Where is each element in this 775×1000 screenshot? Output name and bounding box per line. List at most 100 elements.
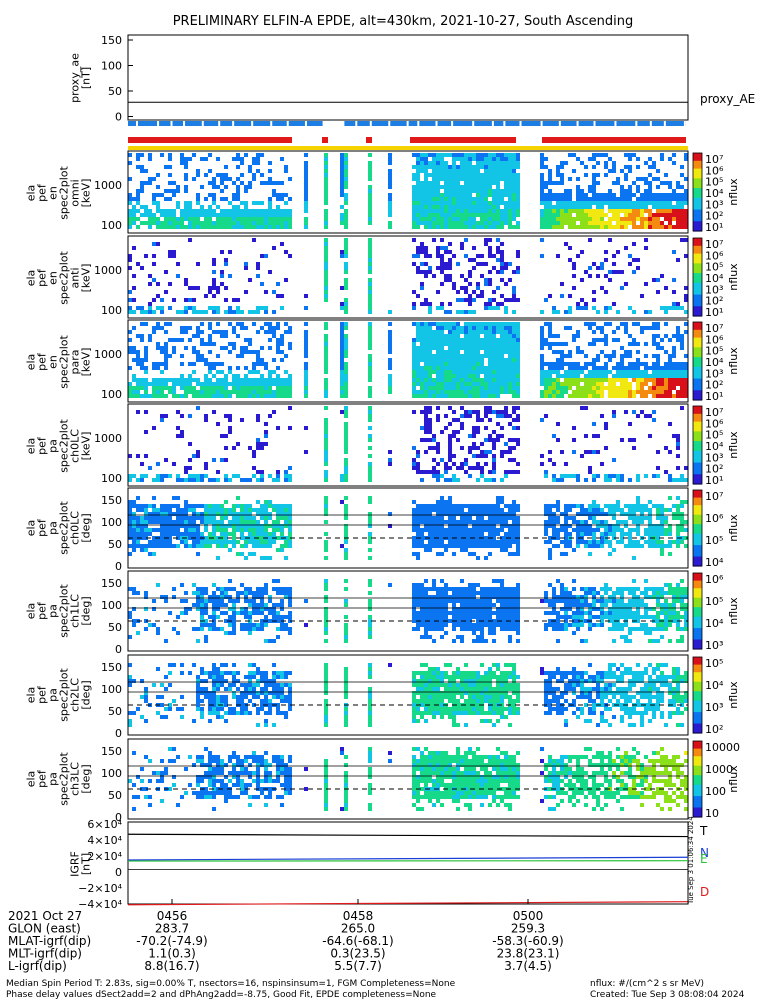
spec-panel-3-pixel <box>236 386 240 390</box>
spec-panel-1-pixel <box>444 213 448 217</box>
spec-panel-3-pixel <box>612 374 616 378</box>
spec-panel-4-pixel <box>468 450 472 454</box>
spec-panel-1-pixel <box>620 189 624 193</box>
pa-panel-1-pixel <box>496 540 500 544</box>
spec-panel-4-pixel <box>184 470 188 474</box>
spec-panel-2-pixel <box>608 306 612 310</box>
spec-panel-3-pixel <box>516 350 520 354</box>
spec-panel-1-pixel <box>456 201 460 205</box>
spec-panel-3-pixel <box>420 382 424 386</box>
spec-panel-1-pixel <box>604 153 608 157</box>
spec-panel-2-pixel <box>568 294 572 298</box>
spec-panel-2-pixel <box>324 250 328 254</box>
pa-panel-1-pixel <box>220 524 224 528</box>
spec-panel-4-pixel <box>488 410 492 414</box>
spec-panel-4-pixel <box>508 470 512 474</box>
pa-panel-1-pixel <box>204 544 208 548</box>
spec-panel-4-pixel <box>676 446 680 450</box>
spec-panel-2-pixel <box>584 306 588 310</box>
spec-panel-2-pixel <box>488 278 492 282</box>
spec-panel-1-pixel <box>388 201 392 205</box>
spec-panel-3-pixel <box>240 386 244 390</box>
spec-panel-2-colorbar-seg <box>693 310 702 313</box>
spec-panel-2-pixel <box>436 306 440 310</box>
pa-panel-1-pixel <box>488 544 492 548</box>
spec-panel-3-pixel <box>388 342 392 346</box>
spec-panel-1-pixel <box>472 153 476 157</box>
pa-panel-1-pixel <box>224 540 228 544</box>
pa-panel-1-pixel <box>588 508 592 512</box>
spec-panel-3-pixel <box>612 382 616 386</box>
spec-panel-1-pixel <box>388 221 392 225</box>
pa-panel-1-pixel <box>416 556 420 560</box>
spec-panel-3-pixel <box>156 342 160 346</box>
spec-panel-1-pixel <box>460 157 464 161</box>
spec-panel-1-pixel <box>480 161 484 165</box>
spec-panel-1-pixel <box>560 177 564 181</box>
spec-panel-3-pixel <box>448 342 452 346</box>
spec-panel-4-pixel <box>436 406 440 410</box>
spec-panel-4-pixel <box>388 458 392 462</box>
spec-panel-1-frame <box>127 150 689 234</box>
pa-panel-1-pixel <box>152 516 156 520</box>
spec-panel-3-pixel <box>544 362 548 366</box>
spec-panel-3-pixel <box>144 322 148 326</box>
spec-panel-3-pixel <box>156 346 160 350</box>
spec-panel-1-pixel <box>460 189 464 193</box>
pa-panel-1-pixel <box>416 512 420 516</box>
spec-panel-2-pixel <box>580 278 584 282</box>
spec-panel-4-pixel <box>612 410 616 414</box>
pa-panel-1-pixel <box>476 540 480 544</box>
spec-panel-1-pixel <box>148 217 152 221</box>
spec-panel-1-pixel <box>456 181 460 185</box>
spec-panel-4-pixel <box>196 478 200 482</box>
spec-panel-4-pixel <box>568 474 572 478</box>
spec-panel-1-pixel <box>656 213 660 217</box>
spec-panel-3-pixel <box>560 374 564 378</box>
spec-panel-3-pixel <box>244 394 248 398</box>
spec-panel-4-colorbar-seg <box>693 425 702 429</box>
spec-panel-1-pixel <box>136 209 140 213</box>
spec-panel-2-pixel <box>440 258 444 262</box>
spec-panel-1-pixel <box>672 225 676 229</box>
spec-panel-1-pixel <box>480 153 484 157</box>
spec-panel-4-pixel <box>272 478 276 482</box>
spec-panel-4-pixel <box>448 458 452 462</box>
spec-panel-1-pixel <box>468 225 472 229</box>
spec-panel-1-pixel <box>304 201 308 205</box>
spec-panel-4-colorbar-seg <box>693 421 702 425</box>
spec-panel-3-pixel <box>224 390 228 394</box>
spec-panel-1-pixel <box>540 181 544 185</box>
pa-panel-1-pixel <box>140 504 144 508</box>
proxy-ae-frame <box>127 34 689 121</box>
spec-panel-1-pixel <box>628 165 632 169</box>
pa-panel-1-pixel <box>464 540 468 544</box>
pa-panel-1-pixel <box>552 532 556 536</box>
pa-panel-1-pixel <box>168 528 172 532</box>
spec-panel-3-pixel <box>460 330 464 334</box>
spec-panel-3-pixel <box>304 338 308 342</box>
spec-panel-3-pixel <box>512 362 516 366</box>
spec-panel-4-pixel <box>424 470 428 474</box>
spec-panel-3-pixel <box>460 394 464 398</box>
spec-panel-1-pixel <box>632 205 636 209</box>
pa-panel-1-pixel <box>324 540 328 544</box>
spec-panel-1-pixel <box>472 205 476 209</box>
spec-panel-1-pixel <box>256 213 260 217</box>
spec-panel-2-pixel <box>556 254 560 258</box>
spec-panel-3-pixel <box>232 382 236 386</box>
spec-panel-2-pixel <box>248 310 252 314</box>
spec-panel-3-pixel <box>592 394 596 398</box>
spec-panel-1-pixel <box>272 209 276 213</box>
pa-panel-1-pixel <box>196 540 200 544</box>
spec-panel-4-pixel <box>420 478 424 482</box>
spec-panel-3-pixel <box>644 378 648 382</box>
spec-panel-2-pixel <box>540 310 544 314</box>
spec-panel-2-pixel <box>368 278 372 282</box>
spec-panel-1-pixel <box>484 217 488 221</box>
spec-panel-3-pixel <box>488 390 492 394</box>
spec-panel-4-pixel <box>188 414 192 418</box>
spec-panel-3-pixel <box>412 342 416 346</box>
spec-panel-1-pixel <box>664 197 668 201</box>
spec-panel-3-pixel <box>192 334 196 338</box>
